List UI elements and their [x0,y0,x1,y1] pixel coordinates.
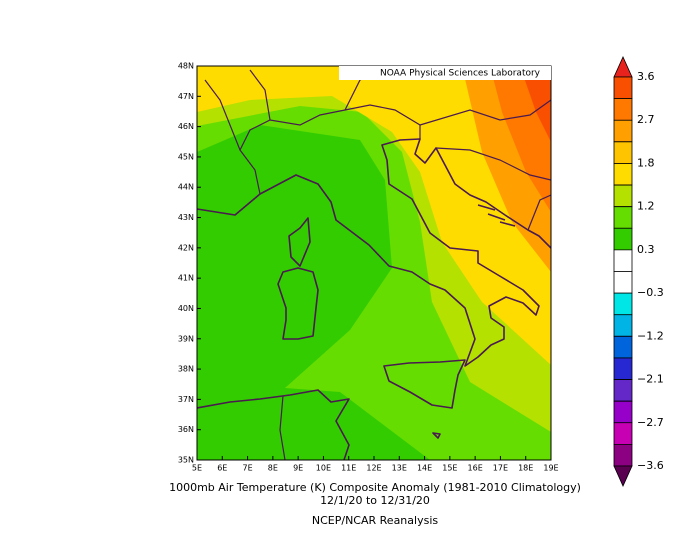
lon-label: 11E [341,464,356,473]
colorbar-label: −0.3 [637,286,664,299]
coastline-africa [197,389,350,460]
lat-label: 48N [178,62,194,71]
colorbar-segment [613,443,633,467]
colorbar-segment [613,400,633,424]
lon-label: 17E [493,464,508,473]
lon-label: 5E [192,464,202,473]
coastline-corsica [288,217,311,267]
colorbar-segment [613,335,633,359]
lat-label: 40N [178,304,194,313]
colorbar-segment [613,163,633,186]
coastline-sardinia [277,267,319,340]
colorbar-label: −2.7 [637,416,664,429]
lon-label: 12E [366,464,381,473]
lon-label: 9E [293,464,303,473]
colorbar-segment [613,465,633,487]
lat-label: 36N [178,425,194,434]
lat-label: 39N [178,334,194,343]
credit-box [339,66,551,80]
caption-source: NCEP/NCAR Reanalysis [312,514,438,527]
lon-label: 19E [543,464,558,473]
colorbar-segment [613,119,633,143]
colorbar-label: 1.8 [637,156,655,169]
coastline-islands [432,204,516,439]
colorbar-label: −3.6 [637,459,664,472]
colorbar-label: 1.2 [637,200,655,213]
lat-label: 41N [178,274,194,283]
colorbar-segment [613,76,633,100]
caption-title: 1000mb Air Temperature (K) Composite Ano… [169,481,581,494]
colorbar-segment [613,271,633,294]
lon-label: 7E [242,464,252,473]
lat-label: 38N [178,365,194,374]
colorbar-segment [613,141,633,164]
colorbar-segment [613,56,633,78]
lon-label: 13E [392,464,407,473]
colorbar-label: −1.2 [637,329,664,342]
colorbar-segment [613,422,633,445]
colorbar-segment [613,249,633,272]
colorbar-segment [613,227,633,251]
lon-label: 10E [316,464,331,473]
colorbar-segment [613,184,633,208]
credit: NOAA Physical Sciences Laboratory [380,69,541,79]
field-red [520,66,551,142]
lat-label: 47N [178,92,194,101]
lon-label: 15E [442,464,457,473]
lat-label: 43N [178,213,194,222]
coastline-sicily [383,359,466,409]
lat-label: 42N [178,243,194,252]
colorbar-segment [613,98,633,121]
colorbar-label: 3.6 [637,70,655,83]
lon-label: 14E [417,464,432,473]
coastline-mainland [197,138,551,367]
lat-label: 44N [178,183,194,192]
lat-label: 35N [178,456,194,465]
lon-label: 6E [217,464,227,473]
lat-label: 37N [178,395,194,404]
colorbar-segment [613,379,633,402]
colorbar-segment [613,292,633,316]
colorbar-label: −2.1 [637,373,664,386]
colorbar-label: 2.7 [637,113,655,126]
colorbar-segment [613,206,633,229]
lon-label: 8E [268,464,278,473]
lat-label: 45N [178,152,194,161]
lon-label: 18E [518,464,533,473]
colorbar-segment [613,314,633,337]
lat-label: 46N [178,122,194,131]
colorbar-segment [613,357,633,380]
lon-label: 16E [468,464,483,473]
caption-dates: 12/1/20 to 12/31/20 [320,494,430,507]
field-yellow [197,66,551,365]
anomaly-field [197,66,551,460]
colorbar-label: 0.3 [637,243,655,256]
